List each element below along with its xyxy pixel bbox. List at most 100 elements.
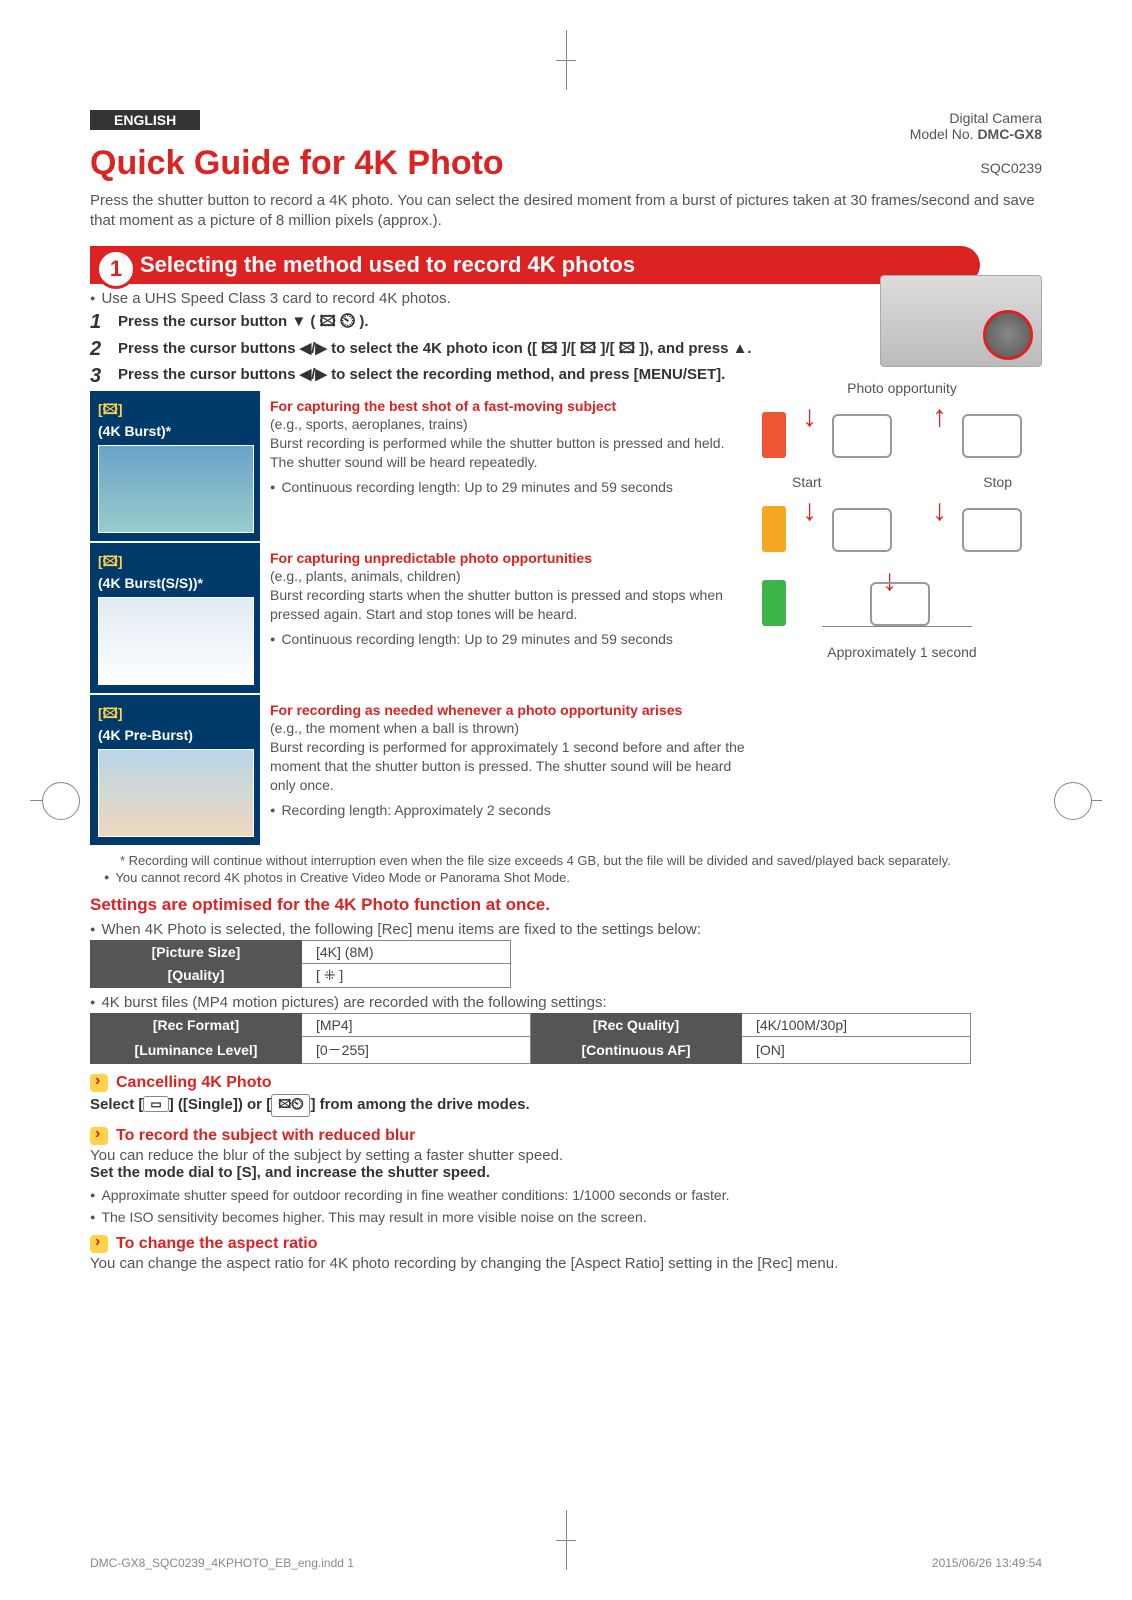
method-thumb-ss: [98, 597, 254, 685]
footer-file: DMC-GX8_SQC0239_4KPHOTO_EB_eng.indd 1: [90, 1556, 354, 1570]
aspect-heading: To change the aspect ratio: [116, 1235, 318, 1253]
method-desc-pre: For recording as needed whenever a photo…: [260, 695, 760, 845]
pointer-icon: [90, 1074, 108, 1092]
t2-v0: [MP4]: [302, 1013, 531, 1036]
diagram-badge-orange: [762, 506, 786, 552]
method-left-pre: [🖾] (4K Pre-Burst): [90, 695, 260, 845]
diagram-down-arrow: ↓: [802, 400, 817, 434]
method-eg-ss: (e.g., plants, animals, children): [270, 567, 750, 586]
settings-table-2: [Rec Format] [MP4] [Rec Quality] [4K/100…: [90, 1013, 971, 1064]
method-row-pre: [🖾] (4K Pre-Burst) For recording as need…: [90, 695, 1042, 845]
method-left-ss: [🖾] (4K Burst(S/S))*: [90, 543, 260, 693]
diagram-down-arrow-2: ↓: [802, 494, 817, 528]
photo-opportunity-label: Photo opportunity: [762, 380, 1042, 396]
stop-label: Stop: [983, 474, 1012, 490]
diagram-cam-2a: [832, 508, 892, 552]
crop-mark-right: [1058, 778, 1102, 822]
diagram-row-pre: ↓: [762, 568, 1042, 638]
blur-l2: Set the mode dial to [S], and increase t…: [90, 1164, 1042, 1181]
blur-l1: You can reduce the blur of the subject b…: [90, 1147, 1042, 1164]
t2-k0b: [Rec Quality]: [531, 1013, 742, 1036]
start-stop-labels: Start Stop: [762, 474, 1042, 490]
method-thumb-pre: [98, 749, 254, 837]
model-number: DMC-GX8: [977, 126, 1042, 142]
diagram-up-arrow: ↑: [932, 400, 947, 434]
t1-k0: [Picture Size]: [91, 940, 302, 963]
section-heading: Selecting the method used to record 4K p…: [140, 252, 635, 277]
single-icon: ▭: [143, 1096, 168, 1112]
aspect-heading-row: To change the aspect ratio: [90, 1235, 1042, 1253]
t2-k1b: [Continuous AF]: [531, 1036, 742, 1063]
diagram-cam-1a: [832, 414, 892, 458]
diagram-span-line: [822, 626, 972, 627]
cancel-mid: ] ([Single]) or [: [169, 1096, 271, 1113]
camera-illustration: [880, 275, 1042, 367]
blur-heading: To record the subject with reduced blur: [116, 1127, 415, 1145]
method-bullet-pre: Recording length: Approximately 2 second…: [270, 801, 750, 820]
page: ENGLISH Digital Camera Model No. DMC-GX8…: [0, 0, 1132, 1600]
footer-timestamp: 2015/06/26 13:49:54: [932, 1556, 1042, 1570]
method-bullet-ss: Continuous recording length: Up to 29 mi…: [270, 630, 750, 649]
t2-v0b: [4K/100M/30p]: [742, 1013, 971, 1036]
cancel-prefix: Select [: [90, 1096, 143, 1113]
product-type: Digital Camera: [910, 110, 1042, 126]
diagram-cam-3: [870, 582, 930, 626]
aspect-l1: You can change the aspect ratio for 4K p…: [90, 1255, 1042, 1272]
page-title: Quick Guide for 4K Photo: [90, 144, 1042, 183]
method-eg-pre: (e.g., the moment when a ball is thrown): [270, 719, 750, 738]
section-heading-bar: 1 Selecting the method used to record 4K…: [90, 246, 980, 284]
diagram-down-arrow-3: ↓: [932, 494, 947, 528]
method-body-ss: Burst recording starts when the shutter …: [270, 586, 750, 624]
language-badge: ENGLISH: [90, 110, 200, 130]
method-title-burst: For capturing the best shot of a fast-mo…: [270, 397, 750, 416]
t2-k1: [Luminance Level]: [91, 1036, 302, 1063]
blur-heading-row: To record the subject with reduced blur: [90, 1127, 1042, 1145]
method-label-pre: (4K Pre-Burst): [98, 727, 252, 743]
method-desc-ss: For capturing unpredictable photo opport…: [260, 543, 760, 693]
optimised-lead2: 4K burst files (MP4 motion pictures) are…: [90, 994, 1042, 1011]
t2-k0: [Rec Format]: [91, 1013, 302, 1036]
cancel-heading-row: Cancelling 4K Photo: [90, 1074, 1042, 1092]
t1-v0: [4K] (8M): [302, 940, 511, 963]
method-eg-burst: (e.g., sports, aeroplanes, trains): [270, 415, 750, 434]
method-body-burst: Burst recording is performed while the s…: [270, 434, 750, 472]
blur-b2: The ISO sensitivity becomes higher. This…: [90, 1209, 1042, 1225]
doc-number: SQC0239: [910, 160, 1042, 176]
diagram-cam-1b: [962, 414, 1022, 458]
t2-v1: [0－255]: [302, 1036, 531, 1063]
intro-text: Press the shutter button to record a 4K …: [90, 191, 1042, 232]
method-icon-burst: [🖾]: [98, 399, 252, 423]
step-1-text: Press the cursor button ▼ ( 🖾 ⏲ ).: [118, 313, 369, 330]
t1-k1: [Quality]: [91, 963, 302, 987]
optimised-lead: When 4K Photo is selected, the following…: [90, 921, 1042, 938]
step-2-text: Press the cursor buttons ◀/▶ to select t…: [118, 340, 752, 357]
diagram-row-burst: ↓ ↑: [762, 400, 1042, 470]
pointer-icon-3: [90, 1235, 108, 1253]
optimised-heading: Settings are optimised for the 4K Photo …: [90, 895, 1042, 915]
cancel-heading: Cancelling 4K Photo: [116, 1074, 272, 1092]
start-label: Start: [792, 474, 822, 490]
opportunity-diagram: Photo opportunity ↓ ↑ Start Stop ↓ ↓ ↓ A…: [762, 380, 1042, 660]
method-label-burst: (4K Burst)*: [98, 423, 252, 439]
approx-label: Approximately 1 second: [762, 644, 1042, 660]
cancel-suffix: ] from among the drive modes.: [310, 1096, 529, 1113]
method-left-burst: [🖾] (4K Burst)*: [90, 391, 260, 541]
diagram-badge-red: [762, 412, 786, 458]
method-label-ss: (4K Burst(S/S))*: [98, 575, 252, 591]
method-desc-burst: For capturing the best shot of a fast-mo…: [260, 391, 760, 541]
settings-table-1: [Picture Size][4K] (8M) [Quality][ ⁜ ]: [90, 940, 511, 988]
method-thumb-burst: [98, 445, 254, 533]
method-icon-pre: [🖾]: [98, 703, 252, 727]
model-label: Model No.: [910, 126, 974, 142]
method-bullet-burst: Continuous recording length: Up to 29 mi…: [270, 478, 750, 497]
method-icon-ss: [🖾]: [98, 551, 252, 575]
off-icon: 🖾⏲: [271, 1094, 310, 1117]
t1-v1: [ ⁜ ]: [302, 963, 511, 987]
method-title-ss: For capturing unpredictable photo opport…: [270, 549, 750, 568]
diagram-badge-green: [762, 580, 786, 626]
blur-b1: Approximate shutter speed for outdoor re…: [90, 1187, 1042, 1203]
t2-v1b: [ON]: [742, 1036, 971, 1063]
step-3-text: Press the cursor buttons ◀/▶ to select t…: [118, 366, 725, 383]
pointer-icon-2: [90, 1127, 108, 1145]
diagram-cam-2b: [962, 508, 1022, 552]
